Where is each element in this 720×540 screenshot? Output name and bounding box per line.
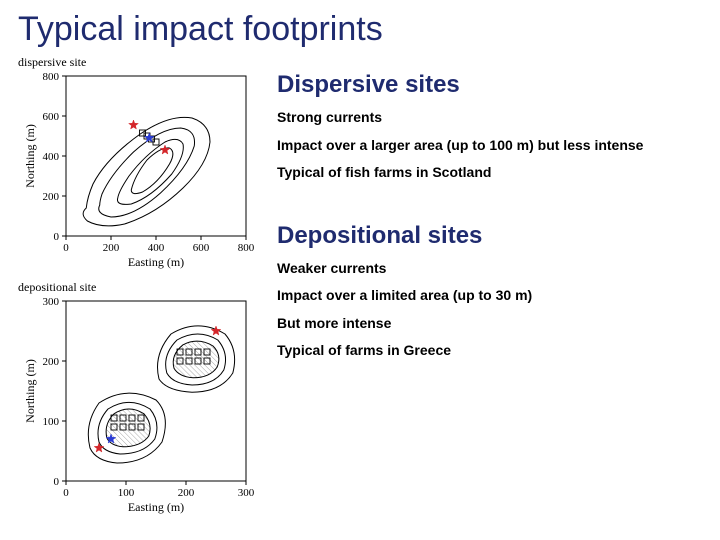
svg-text:0: 0 — [63, 242, 69, 254]
svg-text:100: 100 — [118, 487, 135, 499]
svg-text:0: 0 — [63, 487, 69, 499]
svg-text:200: 200 — [103, 242, 120, 254]
slide-title: Typical impact footprints — [18, 10, 702, 49]
text-column: Dispersive sites Strong currents Impact … — [277, 55, 702, 525]
svg-text:400: 400 — [43, 151, 60, 163]
content-row: dispersive site 0 200 400 600 800 0 200 400 600 8… — [18, 55, 702, 525]
depositional-heading: Depositional sites — [277, 222, 702, 250]
svg-text:800: 800 — [43, 71, 60, 83]
svg-text:Northing (m): Northing (m) — [23, 124, 37, 188]
svg-text:400: 400 — [148, 242, 165, 254]
dispersive-bullet: Typical of fish farms in Scotland — [277, 164, 702, 182]
svg-text:200: 200 — [43, 191, 60, 203]
dispersive-bullet: Strong currents — [277, 109, 702, 127]
dispersive-plot: 0 200 400 600 800 0 200 400 600 800 Easting (m) Nor… — [18, 70, 263, 280]
depositional-plot: 0 100 200 300 0 100 200 300 Easting (m) Northing … — [18, 295, 263, 525]
svg-text:0: 0 — [54, 476, 60, 488]
dispersive-plot-label: dispersive site — [18, 55, 263, 70]
svg-text:600: 600 — [193, 242, 210, 254]
svg-text:100: 100 — [43, 416, 60, 428]
depositional-bullet: But more intense — [277, 315, 702, 333]
dispersive-bullet: Impact over a larger area (up to 100 m) … — [277, 137, 702, 155]
svg-text:300: 300 — [238, 487, 255, 499]
svg-text:800: 800 — [238, 242, 255, 254]
svg-text:Easting (m): Easting (m) — [128, 255, 184, 269]
svg-text:600: 600 — [43, 111, 60, 123]
dispersive-heading: Dispersive sites — [277, 71, 702, 99]
svg-text:Northing (m): Northing (m) — [23, 359, 37, 423]
depositional-bullet: Impact over a limited area (up to 30 m) — [277, 287, 702, 305]
svg-text:0: 0 — [54, 231, 60, 243]
svg-text:Easting (m): Easting (m) — [128, 500, 184, 514]
svg-text:200: 200 — [178, 487, 195, 499]
depositional-bullet: Weaker currents — [277, 260, 702, 278]
plots-column: dispersive site 0 200 400 600 800 0 200 400 600 8… — [18, 55, 263, 525]
svg-text:200: 200 — [43, 356, 60, 368]
depositional-plot-label: depositional site — [18, 280, 263, 295]
depositional-bullet: Typical of farms in Greece — [277, 342, 702, 360]
svg-text:300: 300 — [43, 296, 60, 308]
